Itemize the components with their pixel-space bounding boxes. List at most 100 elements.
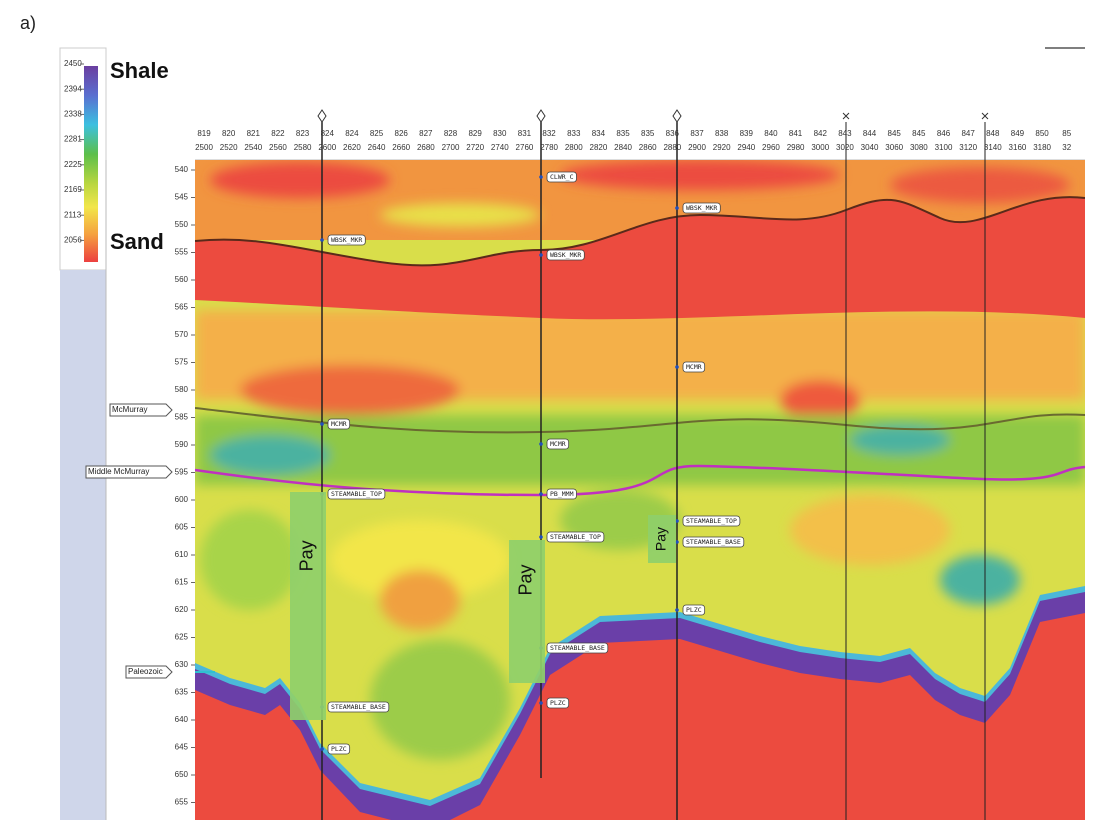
colorbar-tick-label: 2169: [64, 185, 82, 194]
well-symbol: [536, 109, 546, 123]
pay-zone: [290, 492, 326, 720]
depth-label: 555: [175, 248, 189, 257]
well-marker-label: CLWR_C: [550, 173, 574, 181]
trace-label: 824: [321, 129, 335, 138]
cdp-label: 2640: [368, 143, 386, 152]
well-marker-label: STEAMABLE_BASE: [550, 644, 605, 652]
cdp-label: 3180: [1033, 143, 1051, 152]
well-symbol: [981, 112, 989, 120]
colorbar-tick-label: 2450: [64, 59, 82, 68]
pay-label: Pay: [297, 540, 317, 571]
trace-label: 829: [468, 129, 482, 138]
depth-label: 620: [175, 605, 189, 614]
pay-zone: [509, 540, 545, 683]
cdp-label: 3100: [935, 143, 953, 152]
trace-label: 839: [740, 129, 754, 138]
depth-label: 595: [175, 468, 189, 477]
pay-label: Pay: [516, 565, 536, 596]
depth-label: 625: [175, 633, 189, 642]
figure-label: a): [20, 13, 36, 33]
well-marker-box: [327, 418, 351, 430]
well-symbol: [672, 109, 682, 123]
well-marker-dot: [675, 519, 679, 523]
trace-label: 847: [961, 129, 975, 138]
trace-label: 819: [197, 129, 211, 138]
cdp-label: 2920: [713, 143, 731, 152]
cdp-label: 3000: [811, 143, 829, 152]
trace-label: 827: [419, 129, 433, 138]
cdp-label: 2900: [688, 143, 706, 152]
trace-label: 838: [715, 129, 729, 138]
cdp-label: 2580: [294, 143, 312, 152]
cdp-label: 2960: [762, 143, 780, 152]
well-marker-box: [546, 488, 577, 500]
depth-label: 650: [175, 770, 189, 779]
trace-label: 824: [345, 129, 359, 138]
well-marker-dot: [539, 492, 543, 496]
well-marker-label: PLZC: [686, 606, 702, 614]
cdp-label: 3120: [959, 143, 977, 152]
well-marker-box: [546, 438, 570, 450]
basement: [195, 586, 1085, 820]
cdp-label: 2880: [663, 143, 681, 152]
well-marker-box: [682, 604, 706, 616]
cdp-label: 2620: [343, 143, 361, 152]
well-marker-box: [546, 171, 577, 183]
trace-label: 843: [838, 129, 852, 138]
cdp-label: 3080: [910, 143, 928, 152]
well-marker-dot: [539, 442, 543, 446]
well-symbol: [317, 109, 327, 123]
well-marker-label: PB_MMM: [550, 490, 574, 498]
trace-label: 830: [493, 129, 507, 138]
well-marker-label: STEAMABLE_TOP: [331, 490, 382, 498]
well-marker-box: [546, 249, 585, 261]
well-marker-label: MCMR: [331, 420, 347, 428]
cdp-label: 2940: [737, 143, 755, 152]
texture: [195, 160, 1085, 760]
well-marker-label: MCMR: [550, 440, 566, 448]
cdp-label: 2520: [220, 143, 238, 152]
well-marker-dot: [539, 535, 543, 539]
well-marker-label: STEAMABLE_BASE: [686, 538, 741, 546]
horizon-tag: [109, 403, 173, 417]
well-marker-label: WBSK_MKR: [550, 251, 581, 259]
depth-label: 605: [175, 523, 189, 532]
depth-label: 550: [175, 220, 189, 229]
well-symbol: [842, 112, 850, 120]
cdp-label: 2860: [639, 143, 657, 152]
well-marker-dot: [539, 175, 543, 179]
horizon-tag: [85, 465, 173, 479]
well-marker-box: [327, 488, 386, 500]
cdp-label: 2780: [540, 143, 558, 152]
well-marker-box: [327, 743, 351, 755]
cdp-label: 2560: [269, 143, 287, 152]
trace-label: 825: [370, 129, 384, 138]
well-marker-label: PLZC: [550, 699, 566, 707]
colorbar-bottom-label: Sand: [110, 229, 164, 254]
pay-zone: [648, 515, 676, 563]
depth-label: 565: [175, 303, 189, 312]
cdp-label: 3140: [984, 143, 1002, 152]
well-marker-dot: [675, 540, 679, 544]
well-marker-box: [546, 697, 570, 709]
trace-label: 848: [986, 129, 1000, 138]
well-marker-box: [327, 234, 366, 246]
colorbar-tick-label: 2281: [64, 135, 82, 144]
well-marker-box: [546, 642, 609, 654]
cdp-label: 2820: [590, 143, 608, 152]
depth-label: 585: [175, 413, 189, 422]
cdp-label: 2720: [466, 143, 484, 152]
depth-label: 575: [175, 358, 189, 367]
well-marker-box: [682, 536, 745, 548]
well-marker-label: WBSK_MKR: [331, 236, 362, 244]
well-marker-dot: [539, 701, 543, 705]
colorbar-tick-label: 2394: [64, 84, 82, 93]
colorbar-tick-label: 2338: [64, 110, 82, 119]
overlay: WBSK_MKR MCMR STEAMABLE_TOP STEAMABLE_BASE P…: [290, 109, 989, 820]
wbsk-horizon: [195, 196, 1085, 267]
colorbar-tick-label: 2225: [64, 160, 82, 169]
trace-label: 844: [863, 129, 877, 138]
cdp-label: 2740: [491, 143, 509, 152]
cdp-label: 3020: [836, 143, 854, 152]
well-marker-label: STEAMABLE_TOP: [686, 517, 737, 525]
